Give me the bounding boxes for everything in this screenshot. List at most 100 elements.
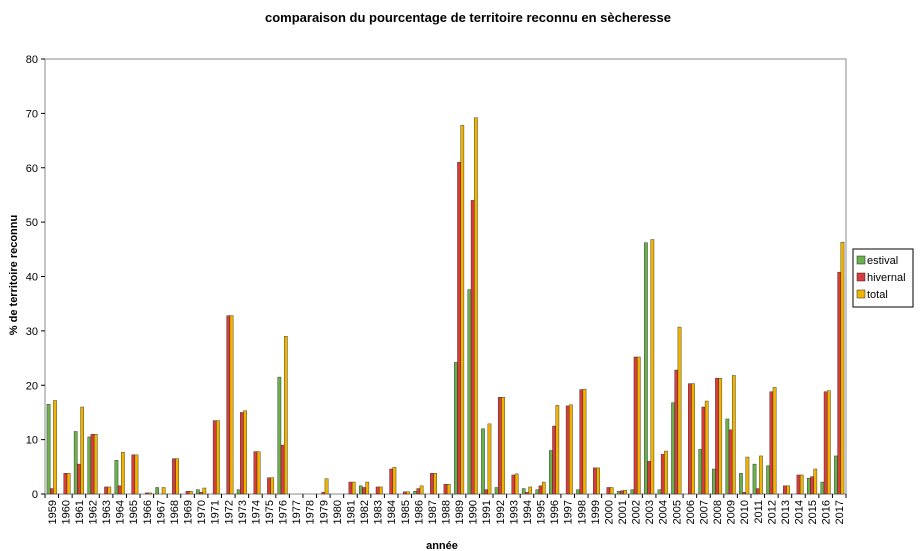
bar-hivernal-1965 — [131, 454, 136, 495]
bar-estival-2004 — [657, 489, 662, 495]
bar-estival-2012 — [766, 465, 770, 495]
x-tick-label: 1976 — [278, 500, 290, 524]
bars-group — [46, 117, 845, 495]
x-tick-label: 2007 — [698, 500, 710, 524]
bar-hivernal-1982 — [362, 487, 366, 495]
bar-total-1962 — [93, 433, 98, 495]
bar-estival-1992 — [494, 487, 499, 495]
bar-hivernal-2005 — [674, 369, 679, 495]
x-tick-label: 1967 — [155, 500, 167, 524]
y-tick-label: 50 — [26, 217, 38, 229]
x-tick-label: 2004 — [658, 500, 670, 524]
bar-hivernal-1974 — [253, 451, 258, 495]
x-tick-label: 1971 — [210, 500, 222, 524]
bar-estival-1995 — [535, 489, 540, 495]
bar-hivernal-1998 — [579, 389, 584, 495]
x-tick-label: 2012 — [766, 500, 778, 524]
bar-total-1964 — [121, 451, 125, 495]
x-tick-label: 2009 — [726, 500, 738, 524]
bar-total-1987 — [433, 473, 437, 495]
x-tick-label: 2011 — [753, 500, 765, 524]
bar-estival-2011 — [752, 463, 757, 495]
bar-hivernal-1968 — [172, 458, 176, 495]
bar-total-1959 — [53, 400, 57, 495]
bar-hivernal-1963 — [104, 486, 108, 495]
x-tick-label: 1994 — [522, 500, 534, 524]
bar-total-1979 — [324, 478, 329, 495]
x-tick-label: 1972 — [223, 500, 235, 524]
x-tick-label: 1969 — [183, 500, 195, 524]
chart-title: comparaison du pourcentage de territoire… — [265, 10, 671, 25]
bar-hivernal-2004 — [660, 454, 665, 495]
bar-total-1970 — [202, 487, 207, 495]
x-tick-label: 1993 — [508, 500, 520, 524]
bar-total-2016 — [827, 390, 831, 495]
bar-estival-1989 — [454, 362, 458, 495]
bar-estival-2009 — [725, 418, 730, 495]
bar-total-1990 — [474, 117, 478, 495]
x-tick-label: 1982 — [359, 500, 371, 524]
x-tick-label: 1973 — [237, 500, 249, 524]
bar-total-2014 — [799, 474, 804, 495]
bar-estival-2001 — [616, 491, 621, 495]
x-tick-label: 2017 — [834, 500, 846, 524]
bar-total-1965 — [134, 454, 139, 495]
bar-hivernal-1984 — [389, 468, 394, 495]
bar-hivernal-2014 — [796, 474, 801, 495]
bar-hivernal-1996 — [552, 425, 556, 495]
bar-hivernal-1966 — [145, 492, 149, 495]
plot-frame — [44, 58, 847, 495]
bar-hivernal-2015 — [810, 476, 814, 495]
x-tick-label: 1960 — [60, 500, 72, 524]
x-tick-label: 1995 — [536, 500, 548, 524]
bar-total-2009 — [732, 375, 736, 495]
x-tick-label: 1988 — [441, 500, 453, 524]
bar-hivernal-1959 — [49, 488, 54, 495]
bar-total-1961 — [80, 406, 84, 495]
x-tick-label: 2003 — [644, 500, 656, 524]
x-tick-label: 1983 — [373, 500, 385, 524]
y-tick-label: 70 — [26, 108, 38, 120]
bar-total-1992 — [501, 397, 505, 495]
x-tick-label: 1996 — [549, 500, 561, 524]
x-axis-ticks: 1959 1960 1961 1962 1963 1964 1965 1966 1967 1968… — [44, 494, 847, 524]
bar-total-1975 — [270, 477, 275, 495]
x-tick-label: 1977 — [291, 500, 303, 524]
bar-hivernal-1975 — [267, 477, 271, 495]
x-tick-label: 1998 — [576, 500, 588, 524]
y-tick-label: 10 — [26, 435, 38, 447]
x-tick-label: 1966 — [142, 500, 154, 524]
bar-hivernal-1960 — [63, 473, 68, 495]
bar-total-2017 — [840, 242, 845, 495]
bar-estival-2008 — [711, 468, 716, 495]
bar-hivernal-1988 — [443, 484, 448, 495]
bar-estival-1976 — [277, 376, 282, 495]
bar-estival-1994 — [521, 488, 526, 495]
x-tick-label: 1999 — [590, 500, 602, 524]
legend-label-hivernal: hivernal — [867, 272, 906, 284]
bar-hivernal-1961 — [77, 463, 81, 495]
legend-swatch-hivernal — [856, 272, 866, 282]
bar-hivernal-1991 — [484, 489, 489, 495]
x-tick-label: 1989 — [454, 500, 466, 524]
bar-estival-1962 — [87, 436, 92, 495]
y-tick-label: 60 — [26, 163, 38, 175]
x-tick-label: 1997 — [563, 500, 575, 524]
bar-estival-2002 — [630, 489, 635, 495]
legend-swatch-estival — [856, 255, 866, 265]
bar-total-1991 — [487, 423, 492, 495]
bar-hivernal-2002 — [633, 356, 638, 495]
bar-estival-1970 — [196, 489, 200, 495]
bar-estival-1990 — [467, 289, 472, 495]
x-tick-label: 2016 — [821, 500, 833, 524]
bar-hivernal-1987 — [430, 473, 434, 495]
bar-hivernal-1994 — [525, 492, 529, 495]
bar-hivernal-1992 — [497, 397, 502, 495]
bar-total-2002 — [636, 356, 641, 495]
x-tick-label: 1965 — [128, 500, 140, 524]
bar-estival-2016 — [820, 481, 825, 495]
legend-swatch-total — [856, 289, 866, 299]
bar-total-1976 — [284, 336, 288, 495]
bar-total-1988 — [446, 484, 451, 495]
